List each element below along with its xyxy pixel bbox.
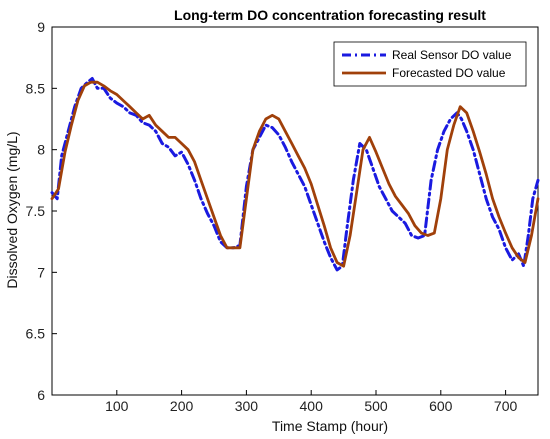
legend-label-forecast: Forecasted DO value xyxy=(392,66,506,80)
y-tick-label: 7.5 xyxy=(26,203,46,219)
x-tick-label: 700 xyxy=(494,398,518,414)
y-tick-label: 8 xyxy=(37,142,45,158)
series-line-forecast xyxy=(50,80,540,268)
y-tick-label: 9 xyxy=(37,19,45,35)
y-tick-label: 8.5 xyxy=(26,80,46,96)
legend-box xyxy=(333,41,527,87)
x-tick-label: 100 xyxy=(105,398,129,414)
chart-title: Long-term DO concentration forecasting r… xyxy=(174,7,486,23)
x-tick-label: 200 xyxy=(170,398,194,414)
y-axis-title: Dissolved Oxygen (mg/L) xyxy=(4,131,20,288)
x-tick-label: 400 xyxy=(300,398,324,414)
y-tick-label: 6 xyxy=(37,387,45,403)
y-tick-label: 6.5 xyxy=(26,326,46,342)
legend: Real Sensor DO value Forecasted DO value xyxy=(333,41,527,87)
legend-label-real: Real Sensor DO value xyxy=(392,48,512,62)
series-line-real xyxy=(50,77,540,272)
x-tick-label: 300 xyxy=(235,398,259,414)
x-tick-label: 600 xyxy=(429,398,453,414)
x-axis-title: Time Stamp (hour) xyxy=(272,418,388,434)
x-tick-label: 500 xyxy=(364,398,388,414)
y-tick-label: 7 xyxy=(37,264,45,280)
